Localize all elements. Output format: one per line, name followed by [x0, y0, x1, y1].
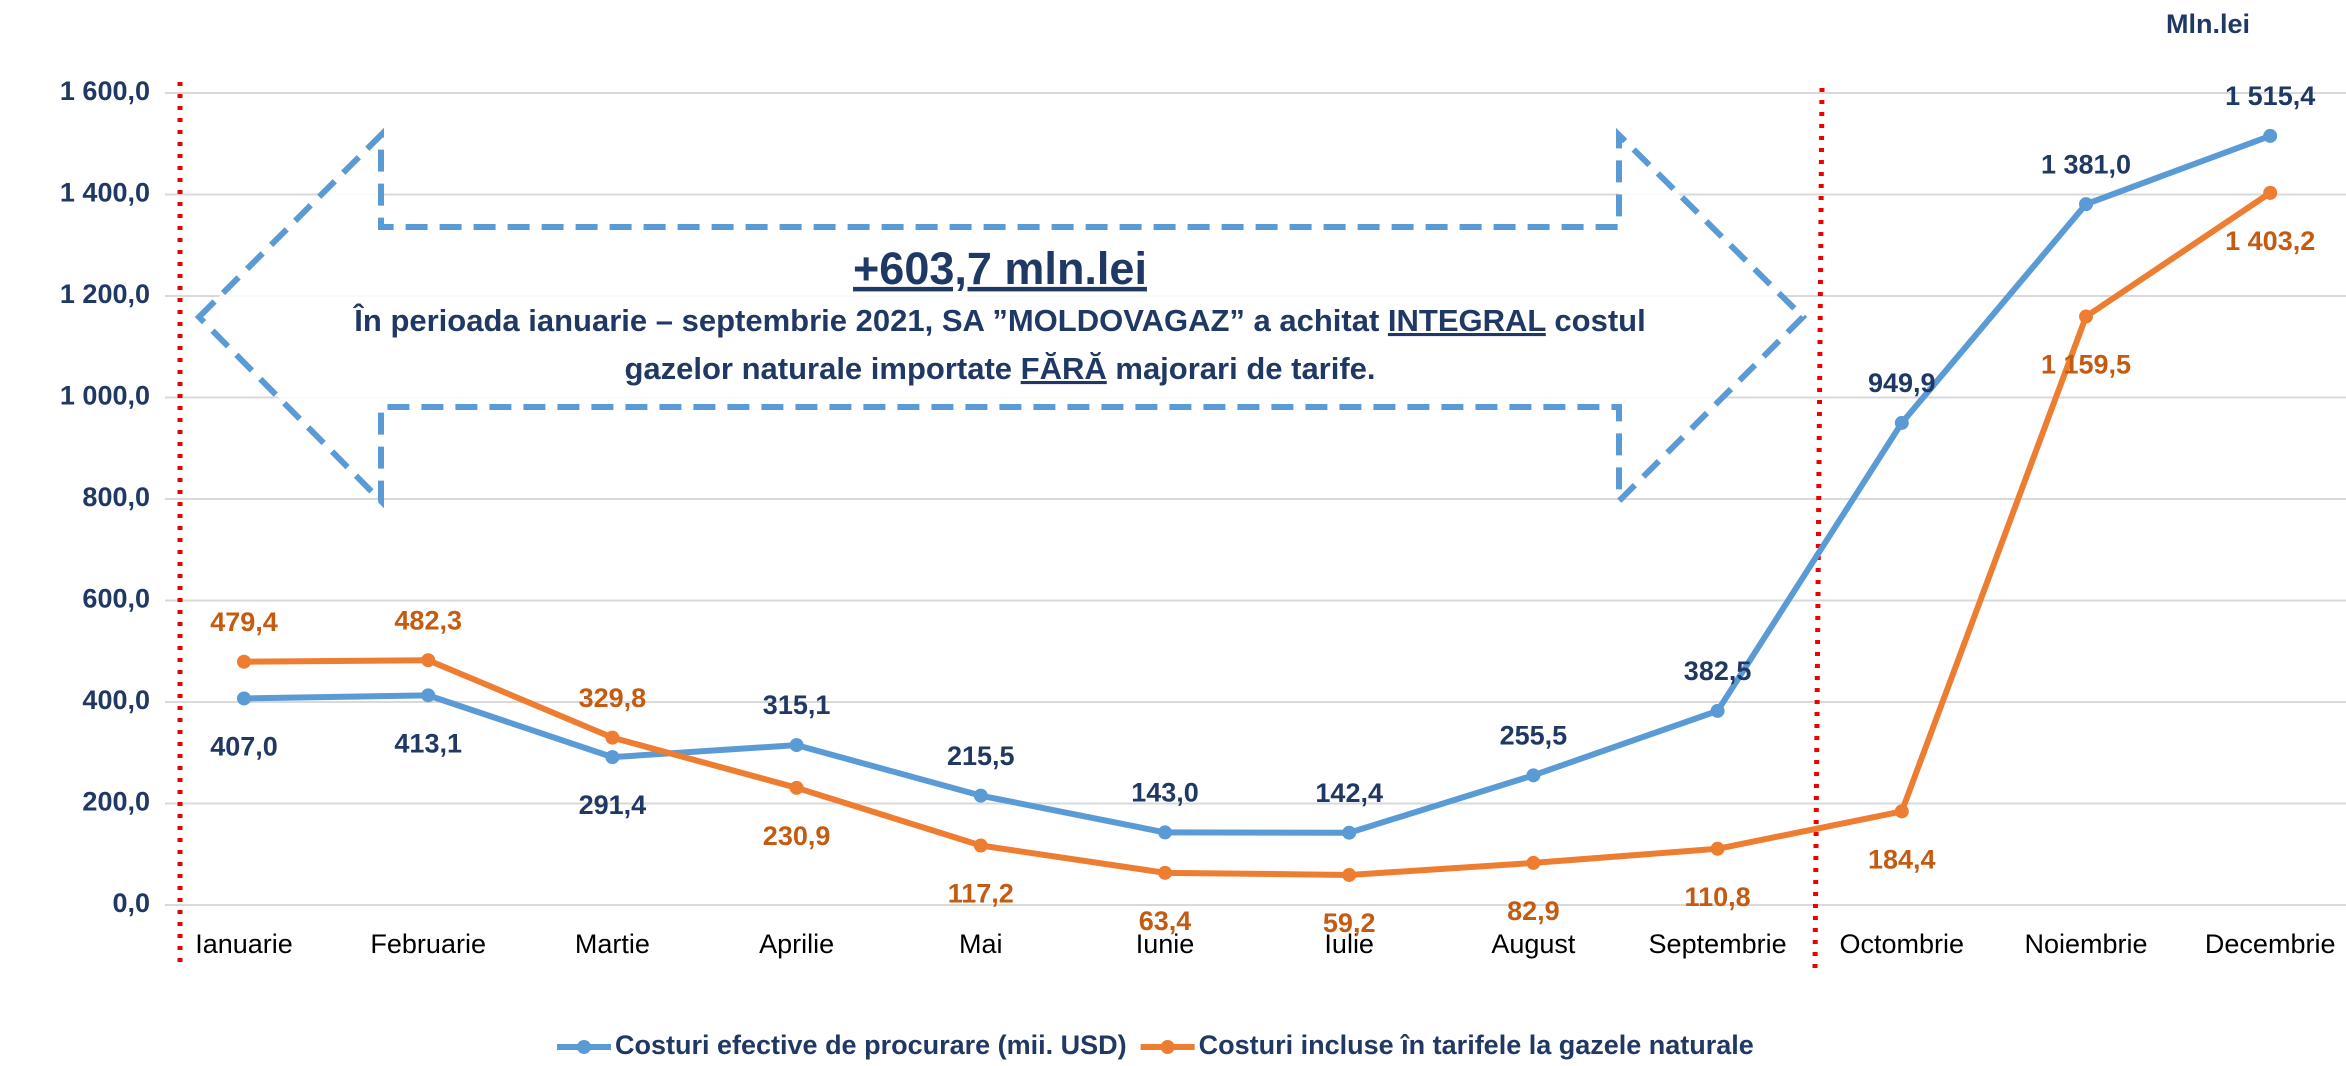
x-tick-label: Septembrie	[1649, 929, 1787, 959]
data-label: 59,2	[1323, 908, 1376, 938]
data-label: 949,9	[1868, 368, 1936, 398]
x-tick-label: Octombrie	[1840, 929, 1965, 959]
data-point	[237, 691, 251, 706]
data-label: 382,5	[1684, 656, 1752, 686]
data-label: 315,1	[763, 690, 831, 720]
data-point	[2079, 309, 2093, 324]
annotation-text: gazelor naturale importate FĂRĂ majorari…	[624, 351, 1375, 386]
data-point	[1710, 841, 1725, 856]
data-label: 117,2	[948, 879, 1014, 909]
data-point	[1526, 768, 1541, 783]
annotation-text: În perioada ianuarie – septembrie 2021, …	[352, 302, 1645, 338]
y-tick-label: 1 000,0	[60, 381, 150, 411]
annotation-part: INTEGRAL	[1388, 303, 1546, 338]
y-tick-label: 200,0	[82, 787, 150, 817]
x-tick-label: Decembrie	[2205, 929, 2336, 959]
data-label: 482,3	[394, 605, 462, 635]
data-label: 143,0	[1131, 778, 1199, 808]
y-tick-label: 0,0	[112, 888, 150, 918]
series-line	[243, 190, 2272, 878]
legend-label: Costuri incluse în tarifele la gazele na…	[1199, 1030, 1754, 1060]
annotation-part: În perioada ianuarie – septembrie 2021, …	[352, 302, 1388, 338]
data-point	[1158, 825, 1172, 840]
data-label: 407,0	[210, 732, 278, 762]
double-arrow	[194, 127, 1808, 509]
y-tick-label: 400,0	[82, 685, 150, 715]
data-point	[1342, 867, 1357, 882]
x-tick-label: Iunie	[1136, 929, 1195, 959]
data-point	[973, 788, 988, 803]
x-tick-label: Iulie	[1324, 929, 1374, 959]
divider	[1812, 87, 1825, 971]
data-point	[973, 838, 988, 853]
annotation-part: FĂRĂ	[1021, 351, 1107, 386]
data-label: 1 403,2	[2225, 226, 2315, 256]
data-point	[2263, 128, 2278, 143]
data-label: 1 159,5	[2041, 350, 2131, 380]
data-label: 63,4	[1139, 906, 1192, 936]
annotation-part: majorari de tarife.	[1107, 351, 1376, 386]
unit-label: Mln.lei	[2166, 9, 2250, 39]
data-point	[1158, 865, 1172, 880]
x-tick-label: August	[1491, 929, 1576, 959]
annotation-headline: +603,7 mln.lei	[853, 243, 1147, 294]
data-label: 230,9	[763, 821, 831, 851]
data-label: 82,9	[1507, 896, 1560, 926]
data-point	[789, 780, 804, 795]
x-tick-label: Ianuarie	[195, 929, 293, 959]
data-label: 110,8	[1685, 882, 1751, 912]
data-point	[1710, 703, 1725, 718]
data-point	[605, 750, 620, 765]
data-label: 215,5	[947, 741, 1015, 771]
x-tick-label: Mai	[959, 929, 1003, 959]
annotation-part: gazelor naturale importate	[624, 351, 1020, 386]
data-label: 1 381,0	[2041, 149, 2131, 179]
y-tick-label: 600,0	[82, 584, 150, 614]
y-tick-label: 800,0	[82, 482, 150, 512]
data-label: 479,4	[210, 607, 278, 637]
data-label: 142,4	[1315, 778, 1383, 808]
y-tick-label: 1 400,0	[60, 178, 150, 208]
annotation-part: costul	[1546, 303, 1646, 338]
data-point	[1342, 825, 1357, 840]
y-tick-label: 1 600,0	[60, 76, 150, 106]
x-tick-label: Martie	[575, 929, 650, 959]
x-tick-label: Aprilie	[759, 929, 834, 959]
data-label: 255,5	[1500, 720, 1568, 750]
data-point	[2079, 197, 2093, 212]
y-tick-label: 1 200,0	[60, 279, 150, 309]
legend-marker	[577, 1040, 591, 1054]
series-line	[243, 133, 2272, 836]
x-tick-label: Februarie	[370, 929, 486, 959]
data-point	[237, 654, 251, 669]
legend-label: Costuri efective de procurare (mii. USD)	[615, 1030, 1127, 1060]
data-point	[1526, 855, 1541, 870]
data-point	[2263, 185, 2278, 200]
data-point	[421, 653, 436, 668]
legend-marker	[1160, 1040, 1175, 1054]
data-label: 413,1	[394, 728, 462, 758]
data-label: 291,4	[579, 790, 647, 820]
data-point	[421, 688, 436, 703]
data-point	[605, 730, 620, 745]
data-point	[1894, 415, 1909, 430]
data-label: 184,4	[1868, 845, 1936, 875]
data-label: 1 515,4	[2225, 81, 2315, 111]
x-tick-label: Noiembrie	[2024, 929, 2147, 959]
data-label: 329,8	[579, 683, 647, 713]
data-point	[1894, 804, 1909, 819]
data-point	[789, 738, 804, 753]
